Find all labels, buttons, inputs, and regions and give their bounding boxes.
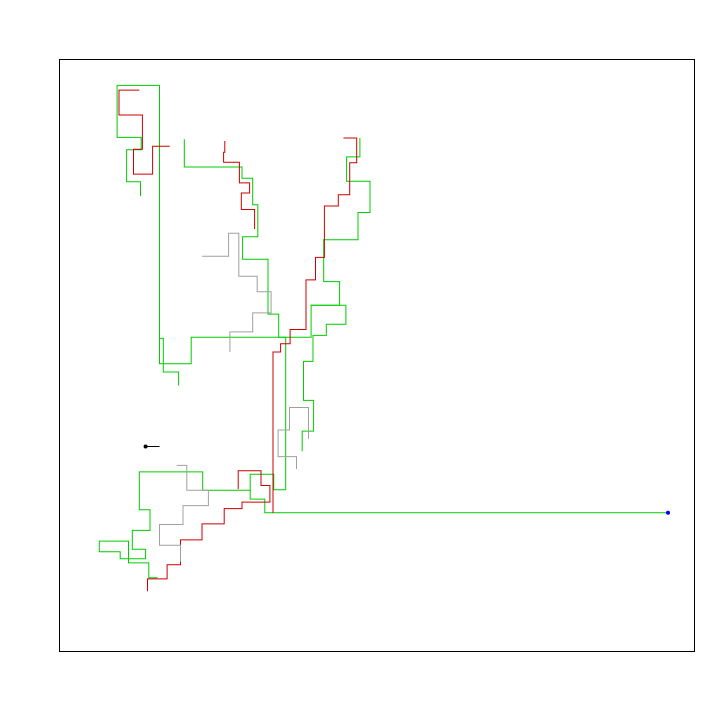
end-point-marker	[666, 510, 671, 515]
plot-frame	[59, 59, 695, 652]
trace-green-branch-mid	[159, 336, 287, 491]
start-point-marker	[143, 444, 148, 449]
trace-green-branch-east	[301, 304, 347, 452]
walk-markers	[143, 444, 671, 515]
trace-red-walk-d	[223, 141, 256, 229]
walk-traces	[98, 84, 668, 592]
trace-red-walk-a	[272, 137, 358, 513]
trace-green-trunk	[98, 471, 668, 579]
trace-grey-walk-a	[202, 232, 272, 352]
trace-grey-walk-c	[277, 407, 309, 469]
trace-green-branch-center	[183, 139, 286, 338]
trace-green-branch-upper	[116, 84, 160, 339]
trace-red-walk-b	[147, 470, 271, 592]
trace-red-walk-c	[118, 89, 170, 175]
trace-grey-walk-b	[159, 464, 209, 562]
